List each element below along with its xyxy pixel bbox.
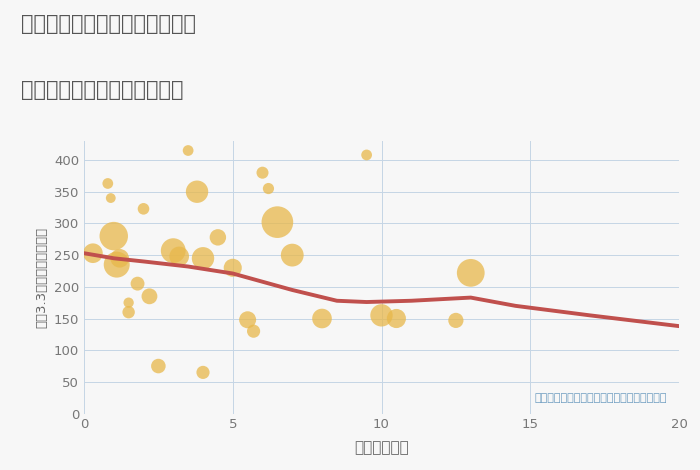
Point xyxy=(144,292,155,300)
Text: 駅距離別中古マンション価格: 駅距離別中古マンション価格 xyxy=(21,80,183,100)
Point xyxy=(153,362,164,370)
Point xyxy=(102,180,113,187)
Point xyxy=(391,315,402,322)
Point xyxy=(257,169,268,176)
Point xyxy=(316,315,328,322)
Point xyxy=(450,317,461,324)
Point xyxy=(114,255,125,262)
Point xyxy=(212,234,223,241)
Point xyxy=(132,280,144,287)
Point xyxy=(174,252,185,260)
Point xyxy=(123,299,134,306)
Point xyxy=(138,205,149,212)
Y-axis label: 坪（3.3㎡）単価（万円）: 坪（3.3㎡）単価（万円） xyxy=(35,227,48,328)
Point xyxy=(183,147,194,154)
Point xyxy=(263,185,274,192)
Point xyxy=(192,188,203,196)
Point xyxy=(361,151,372,159)
Text: 神奈川県横浜市中区本牧荒井の: 神奈川県横浜市中区本牧荒井の xyxy=(21,14,196,34)
Point xyxy=(111,261,122,268)
Point xyxy=(227,264,238,272)
Point xyxy=(105,194,116,202)
Point xyxy=(272,219,283,226)
Point xyxy=(197,255,209,262)
Point xyxy=(168,247,179,254)
Point xyxy=(242,316,253,323)
Point xyxy=(465,269,476,277)
Point xyxy=(123,308,134,316)
Point xyxy=(108,232,119,240)
Point xyxy=(197,368,209,376)
X-axis label: 駅距離（分）: 駅距離（分） xyxy=(354,440,409,455)
Text: 円の大きさは、取引のあった物件面積を示す: 円の大きさは、取引のあった物件面積を示す xyxy=(535,393,667,403)
Point xyxy=(287,251,298,259)
Point xyxy=(248,328,259,335)
Point xyxy=(376,312,387,319)
Point xyxy=(88,250,99,257)
